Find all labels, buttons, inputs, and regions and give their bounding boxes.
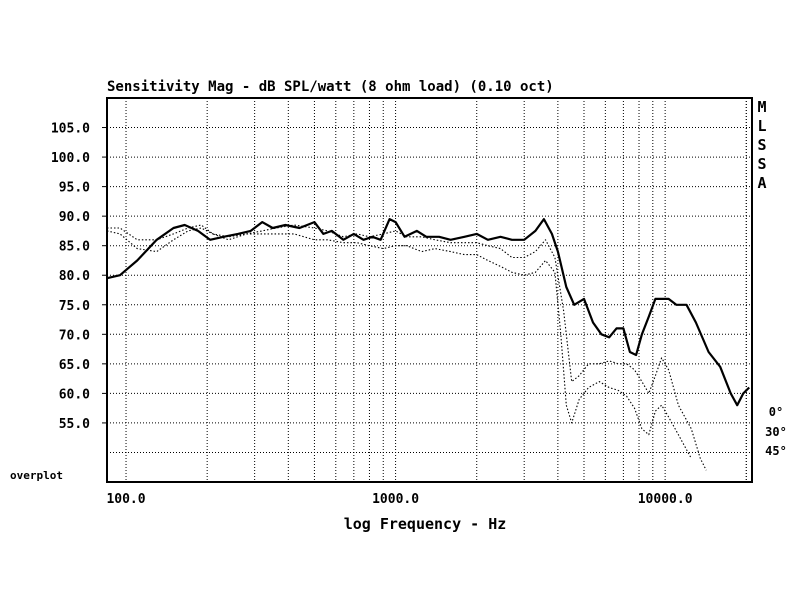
overplot-label: overplot bbox=[10, 469, 63, 482]
series-line-0 bbox=[106, 218, 750, 407]
x-axis-label: log Frequency - Hz bbox=[344, 515, 507, 533]
series-legend-label: 45° bbox=[765, 444, 787, 458]
x-tick-label: 10000.0 bbox=[638, 492, 693, 507]
system-label-letter: L bbox=[757, 117, 766, 135]
y-tick-label: 90.0 bbox=[59, 210, 90, 225]
x-tick-label: 1000.0 bbox=[372, 492, 419, 507]
series-line-1 bbox=[107, 224, 707, 471]
y-tick-label: 100.0 bbox=[51, 151, 90, 166]
y-tick-label: 75.0 bbox=[59, 299, 90, 314]
chart-title: Sensitivity Mag - dB SPL/watt (8 ohm loa… bbox=[107, 79, 554, 95]
y-tick-label: 85.0 bbox=[59, 240, 90, 255]
series-legend-label: 30° bbox=[765, 425, 787, 439]
series-layer bbox=[106, 218, 750, 471]
series-legend-label: 0° bbox=[769, 405, 783, 419]
plot-frame bbox=[106, 97, 753, 483]
grid-layer bbox=[107, 98, 752, 482]
series-line-2 bbox=[106, 227, 692, 459]
system-label-letter: S bbox=[757, 136, 766, 154]
y-tick-label: 65.0 bbox=[59, 358, 90, 373]
y-tick-label: 70.0 bbox=[59, 328, 90, 343]
system-label-letter: S bbox=[757, 155, 766, 173]
y-tick-label: 60.0 bbox=[59, 387, 90, 402]
x-tick-label: 100.0 bbox=[106, 492, 145, 507]
y-tick-label: 95.0 bbox=[59, 181, 90, 196]
label-layer: 105.0 100.0 95.0 90.0 85.0 80.0 75.0 70.0 65.0 60… bbox=[51, 98, 787, 507]
system-label-letter: M bbox=[757, 98, 766, 116]
y-tick-label: 80.0 bbox=[59, 269, 90, 284]
system-label-letter: A bbox=[757, 174, 766, 192]
y-tick-label: 55.0 bbox=[59, 417, 90, 432]
y-tick-label: 105.0 bbox=[51, 122, 90, 137]
